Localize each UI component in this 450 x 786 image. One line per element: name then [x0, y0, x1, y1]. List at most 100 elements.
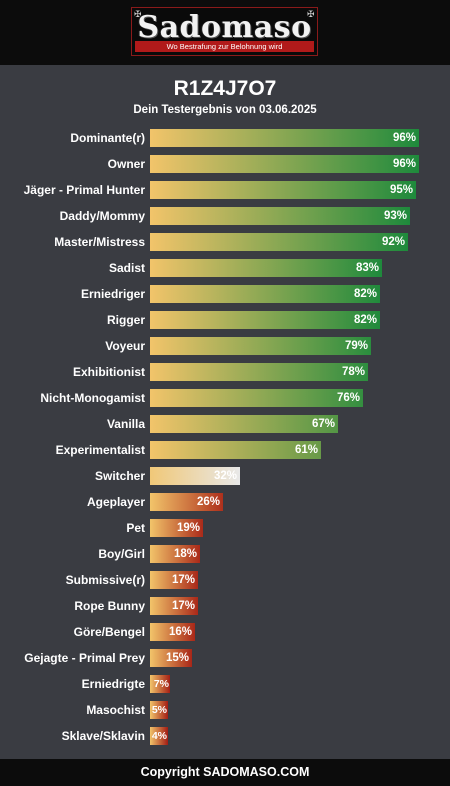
result-bar: 15%: [150, 649, 192, 667]
result-bar: 67%: [150, 415, 338, 433]
value-label: 32%: [213, 470, 237, 482]
result-bar: 7%: [150, 675, 170, 693]
result-bar: 79%: [150, 337, 371, 355]
result-bar: 95%: [150, 181, 416, 199]
category-label: Vanilla: [106, 417, 145, 431]
result-row: Nicht-Monogamist 76%: [0, 389, 450, 407]
result-bar: 17%: [150, 571, 198, 589]
category-label: Gejagte - Primal Prey: [24, 651, 145, 665]
value-label: 96%: [392, 158, 416, 170]
result-row: Voyeur 79%: [0, 337, 450, 355]
result-bar: 32%: [150, 467, 240, 485]
value-label: 5%: [151, 704, 167, 716]
value-label: 78%: [341, 366, 365, 378]
logo-ornament-icon: ✠: [134, 9, 142, 19]
category-label: Masochist: [86, 703, 145, 717]
category-label: Ageplayer: [86, 495, 145, 509]
result-bar: 93%: [150, 207, 410, 225]
result-bar: 26%: [150, 493, 223, 511]
category-label: Dominante(r): [70, 131, 145, 145]
category-label: Erniedriger: [80, 287, 145, 301]
result-row: Jäger - Primal Hunter 95%: [0, 181, 450, 199]
category-label: Exhibitionist: [73, 365, 145, 379]
result-bar: 92%: [150, 233, 408, 251]
category-label: Owner: [107, 157, 145, 171]
site-header: ✠ ✠ Sadomaso Wo Bestrafung zur Belohnung…: [0, 0, 450, 65]
category-label: Submissive(r): [65, 573, 145, 587]
value-label: 92%: [381, 236, 405, 248]
value-label: 79%: [344, 340, 368, 352]
result-bar: 16%: [150, 623, 195, 641]
result-title: R1Z4J7O7: [173, 77, 277, 100]
value-label: 76%: [336, 392, 360, 404]
category-label: Daddy/Mommy: [59, 209, 145, 223]
result-row: Vanilla 67%: [0, 415, 450, 433]
result-row: Owner 96%: [0, 155, 450, 173]
result-bar: 78%: [150, 363, 368, 381]
result-row: Exhibitionist 78%: [0, 363, 450, 381]
result-bar: 96%: [150, 129, 419, 147]
category-label: Rope Bunny: [74, 599, 145, 613]
value-label: 96%: [392, 132, 416, 144]
result-bar: 17%: [150, 597, 198, 615]
category-label: Master/Mistress: [54, 235, 145, 249]
result-row: Sklave/Sklavin 4%: [0, 727, 450, 745]
result-row: Master/Mistress 92%: [0, 233, 450, 251]
site-footer: Copyright SADOMASO.COM: [0, 759, 450, 786]
value-label: 15%: [165, 652, 189, 664]
logo-tagline: Wo Bestrafung zur Belohnung wird: [135, 41, 314, 52]
result-row: Gejagte - Primal Prey 15%: [0, 649, 450, 667]
category-label: Voyeur: [105, 339, 145, 353]
category-label: Rigger: [106, 313, 145, 327]
category-label: Göre/Bengel: [73, 625, 145, 639]
result-row: Göre/Bengel 16%: [0, 623, 450, 641]
result-row: Boy/Girl 18%: [0, 545, 450, 563]
result-bar: 82%: [150, 285, 380, 303]
value-label: 18%: [173, 548, 197, 560]
result-bar: 4%: [150, 727, 168, 745]
logo-ornament-icon: ✠: [307, 9, 315, 19]
result-row: Switcher 32%: [0, 467, 450, 485]
result-row: Pet 19%: [0, 519, 450, 537]
result-row: Rope Bunny 17%: [0, 597, 450, 615]
value-label: 19%: [176, 522, 200, 534]
result-row: Rigger 82%: [0, 311, 450, 329]
site-logo[interactable]: ✠ ✠ Sadomaso Wo Bestrafung zur Belohnung…: [131, 7, 318, 56]
result-bar: 5%: [150, 701, 168, 719]
result-row: Ageplayer 26%: [0, 493, 450, 511]
value-label: 7%: [153, 678, 169, 690]
value-label: 17%: [171, 574, 195, 586]
result-bar: 82%: [150, 311, 380, 329]
result-subtitle: Dein Testergebnis von 03.06.2025: [133, 104, 317, 116]
category-label: Switcher: [94, 469, 145, 483]
value-label: 16%: [168, 626, 192, 638]
result-bar: 76%: [150, 389, 363, 407]
result-row: Sadist 83%: [0, 259, 450, 277]
result-bar: 18%: [150, 545, 200, 563]
result-bar: 96%: [150, 155, 419, 173]
value-label: 67%: [311, 418, 335, 430]
result-row: Erniedrigte 7%: [0, 675, 450, 693]
value-label: 82%: [353, 314, 377, 326]
result-bar: 61%: [150, 441, 321, 459]
result-bar: 83%: [150, 259, 382, 277]
category-label: Boy/Girl: [98, 547, 145, 561]
value-label: 4%: [151, 730, 167, 742]
value-label: 83%: [355, 262, 379, 274]
value-label: 61%: [294, 444, 318, 456]
result-row: Erniedriger 82%: [0, 285, 450, 303]
result-row: Experimentalist 61%: [0, 441, 450, 459]
value-label: 26%: [196, 496, 220, 508]
category-label: Jäger - Primal Hunter: [23, 183, 145, 197]
value-label: 17%: [171, 600, 195, 612]
value-label: 93%: [383, 210, 407, 222]
category-label: Sklave/Sklavin: [61, 729, 145, 743]
result-bar: 19%: [150, 519, 203, 537]
result-row: Dominante(r) 96%: [0, 129, 450, 147]
result-row: Daddy/Mommy 93%: [0, 207, 450, 225]
result-row: Submissive(r) 17%: [0, 571, 450, 589]
result-row: Masochist 5%: [0, 701, 450, 719]
category-label: Erniedrigte: [81, 677, 145, 691]
value-label: 95%: [389, 184, 413, 196]
category-label: Sadist: [108, 261, 145, 275]
